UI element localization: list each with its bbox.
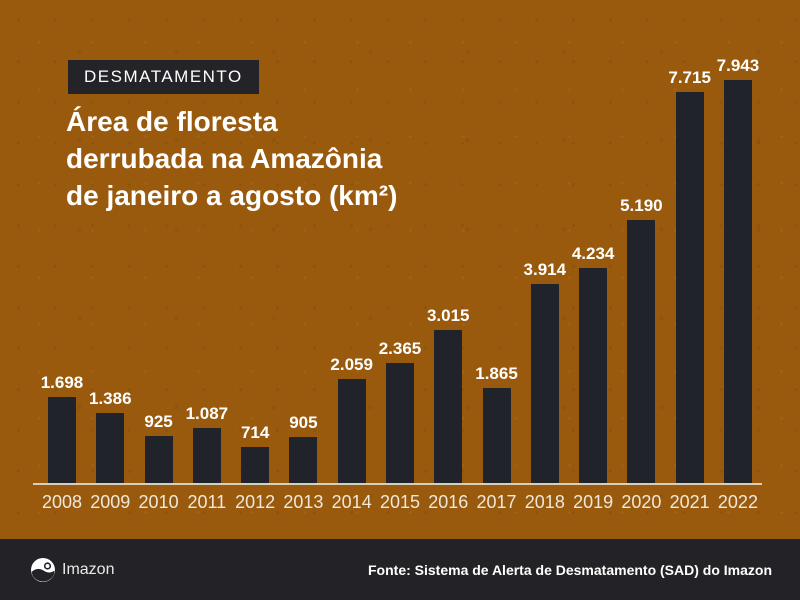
x-tick-2019: 2019: [573, 492, 614, 512]
bar-column-2016: 3.015: [424, 306, 472, 483]
x-tick-2021: 2021: [669, 492, 710, 512]
bar-column-2017: 1.865: [473, 364, 521, 483]
x-axis-labels: 2008 2009 2010 2011 2012 2013 2014 2015 2016 2017…: [38, 492, 762, 513]
x-tick-2015: 2015: [379, 492, 420, 512]
bar-column-2009: 1.386: [86, 389, 134, 483]
bar-2014: [337, 379, 366, 483]
x-tick-2011: 2011: [187, 492, 227, 512]
x-tick-2017: 2017: [476, 492, 517, 512]
x-tick-2020: 2020: [621, 492, 662, 512]
bar-column-2011: 1.087: [183, 404, 231, 483]
chart-title: Área de floresta derrubada na Amazônia d…: [66, 103, 397, 214]
imazon-logo-icon: [31, 557, 55, 582]
category-badge: DESMATAMENTO: [68, 60, 259, 94]
bar-2016: [434, 330, 463, 483]
bar-2008: [48, 397, 76, 483]
bar-value-label: 2.059: [330, 355, 373, 374]
x-tick-2012: 2012: [235, 492, 276, 512]
bar-value-label: 905: [289, 413, 318, 432]
x-axis-line: [33, 483, 762, 485]
bar-value-label: 925: [144, 412, 173, 431]
chart-title-line-2: derrubada na Amazônia: [66, 143, 383, 174]
bar-value-label: 3.914: [523, 260, 567, 279]
bar-column-2012: 714: [231, 423, 279, 483]
x-tick-2016: 2016: [428, 492, 469, 512]
bar-2015: [385, 363, 414, 483]
bar-2012: [241, 447, 270, 483]
x-tick-2009: 2009: [90, 492, 131, 512]
footer-bar: Imazon Fonte: Sistema de Alerta de Desma…: [0, 539, 800, 600]
bar-value-label: 4.234: [571, 244, 615, 263]
bar-2009: [96, 413, 125, 483]
bar-value-label: 1.865: [475, 364, 518, 383]
bar-2010: [144, 436, 173, 483]
bar-column-2019: 4.234: [569, 244, 617, 483]
x-tick-2010: 2010: [138, 492, 179, 512]
bar-2019: [579, 268, 608, 483]
bar-2011: [192, 428, 221, 483]
bar-column-2014: 2.059: [328, 355, 376, 483]
bar-2013: [289, 437, 318, 483]
chart-title-line-3: de janeiro a agosto (km²): [66, 180, 398, 211]
bar-column-2010: 925: [135, 412, 183, 483]
bar-value-label: 7.943: [716, 56, 760, 75]
imazon-logo-text: Imazon: [62, 560, 115, 578]
bar-value-label: 1.698: [40, 373, 84, 392]
bar-column-2021: 7.715: [666, 68, 714, 483]
bar-value-label: 1.386: [89, 389, 132, 408]
bar-2017: [482, 388, 511, 483]
bar-chart-area: 1.698 1.386 925 1.087 714 905 2.059 2.365 3.015 1…: [38, 56, 762, 483]
bar-2022: [723, 80, 752, 483]
bar-value-label: 7.715: [668, 68, 711, 87]
bar-column-2013: 905: [279, 413, 327, 483]
bar-column-2018: 3.914: [521, 260, 569, 483]
x-tick-2022: 2022: [717, 492, 758, 512]
bar-value-label: 714: [240, 423, 270, 442]
bar-2021: [675, 92, 704, 483]
imazon-logo: Imazon: [30, 557, 114, 583]
x-tick-2018: 2018: [524, 492, 565, 512]
bar-column-2008: 1.698: [38, 373, 86, 483]
bar-column-2022: 7.943: [714, 56, 762, 483]
bar-column-2020: 5.190: [617, 196, 665, 483]
bar-value-label: 5.190: [620, 196, 663, 215]
x-tick-2014: 2014: [331, 492, 372, 512]
source-attribution: Fonte: Sistema de Alerta de Desmatamento…: [368, 561, 772, 578]
bar-value-label: 2.365: [378, 339, 422, 358]
bar-column-2015: 2.365: [376, 339, 424, 483]
chart-title-line-1: Área de floresta: [66, 106, 278, 137]
x-tick-2013: 2013: [283, 492, 324, 512]
x-tick-2008: 2008: [41, 492, 83, 512]
bar-value-label: 3.015: [426, 306, 470, 325]
bar-value-label: 1.087: [185, 404, 229, 423]
bar-2018: [530, 284, 559, 483]
bar-2020: [627, 220, 656, 483]
